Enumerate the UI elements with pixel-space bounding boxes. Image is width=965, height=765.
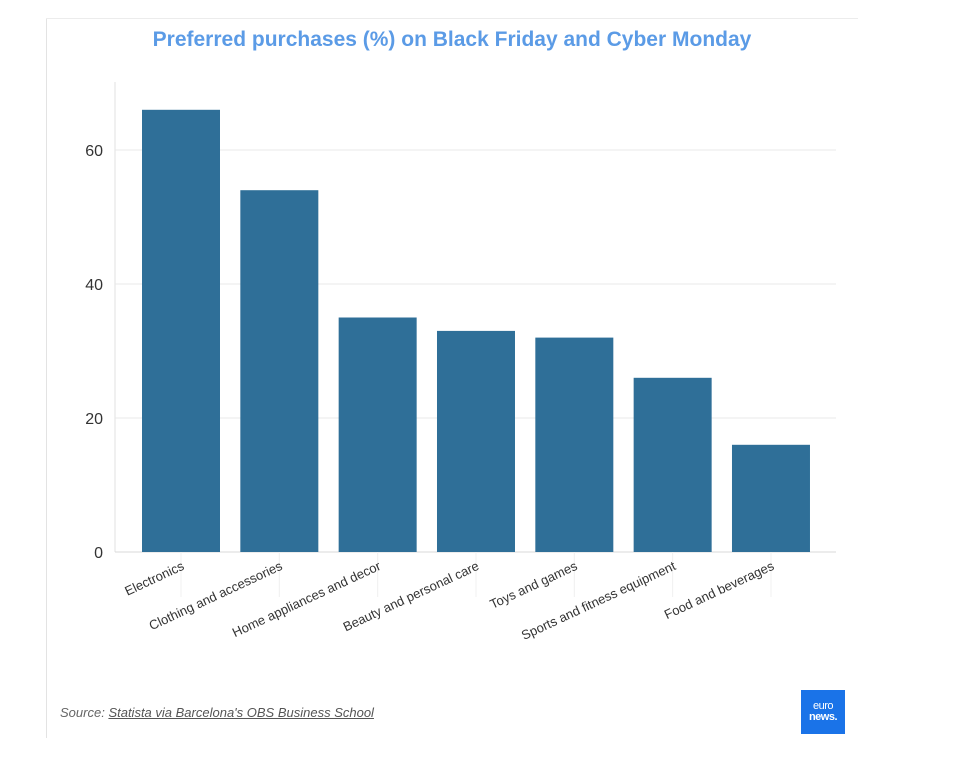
y-tick-label: 20 xyxy=(85,411,103,428)
bar xyxy=(633,377,712,552)
x-tick-label: Toys and games xyxy=(487,558,580,612)
y-tick-label: 0 xyxy=(94,545,103,562)
euronews-logo: euro news. xyxy=(801,690,845,734)
x-tick-label: Electronics xyxy=(122,558,186,599)
frame-top-border xyxy=(46,18,858,19)
y-tick-label: 60 xyxy=(85,143,103,160)
source-note: Source: Statista via Barcelona's OBS Bus… xyxy=(60,705,374,720)
x-tick-label: Food and beverages xyxy=(662,558,777,622)
logo-line-1: euro xyxy=(812,700,834,712)
frame-left-border xyxy=(46,18,47,738)
y-tick-label: 40 xyxy=(85,277,103,294)
bar xyxy=(142,109,220,553)
bar xyxy=(731,444,810,552)
bar xyxy=(535,337,614,552)
bar xyxy=(436,330,515,552)
chart-title: Preferred purchases (%) on Black Friday … xyxy=(152,28,752,51)
bar xyxy=(240,190,319,552)
bar xyxy=(338,317,417,552)
source-link[interactable]: Statista via Barcelona's OBS Business Sc… xyxy=(108,705,374,720)
logo-line-2: news. xyxy=(808,711,838,723)
source-prefix: Source: xyxy=(60,705,105,720)
x-tick-label: Sports and fitness equipment xyxy=(519,558,678,643)
